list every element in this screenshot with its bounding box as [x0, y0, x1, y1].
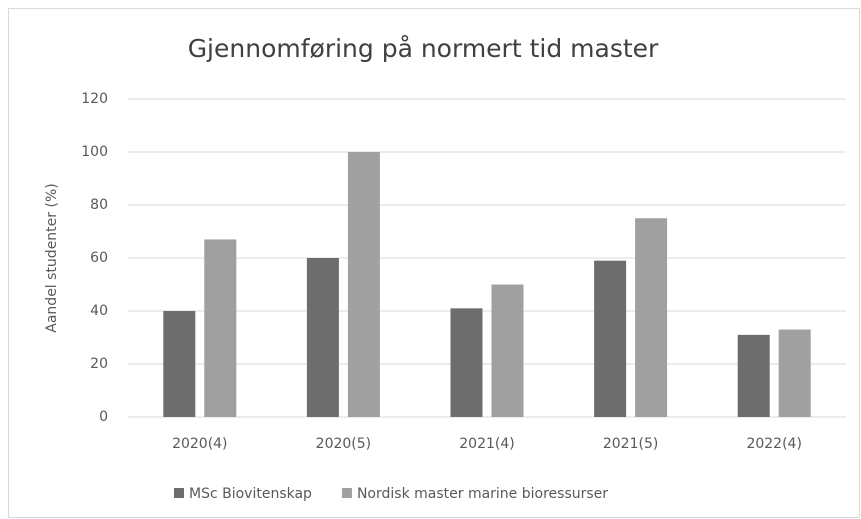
y-tick-label: 120 — [81, 91, 108, 107]
y-tick-label: 60 — [90, 250, 108, 266]
y-tick-label: 40 — [90, 303, 108, 319]
y-tick-label: 80 — [90, 197, 108, 213]
y-tick-label: 0 — [99, 409, 108, 425]
bar — [347, 152, 380, 417]
legend-swatch — [174, 488, 184, 498]
bar — [778, 329, 811, 417]
x-tick-label: 2020(4) — [172, 436, 227, 452]
legend-swatch — [341, 488, 352, 498]
x-tick-label: 2022(4) — [746, 436, 801, 452]
bar — [306, 258, 339, 417]
x-tick-label: 2021(4) — [459, 436, 514, 452]
bar — [163, 311, 196, 417]
y-tick-label: 20 — [90, 356, 108, 372]
bar — [450, 308, 483, 417]
bar — [635, 218, 668, 417]
chart-title: Gjennomføring på normert tid master — [188, 34, 659, 63]
x-tick-label: 2021(5) — [603, 436, 658, 452]
legend-label: Nordisk master marine bioressurser — [357, 486, 608, 502]
bar — [491, 284, 524, 417]
legend-label: MSc Biovitenskap — [189, 486, 312, 502]
y-axis-label: Aandel studenter (%) — [44, 183, 60, 332]
bar — [204, 239, 237, 417]
bar — [594, 260, 627, 417]
bar — [737, 334, 770, 417]
y-tick-label: 100 — [81, 144, 108, 160]
chart-border — [8, 8, 860, 518]
x-tick-label: 2020(5) — [316, 436, 371, 452]
